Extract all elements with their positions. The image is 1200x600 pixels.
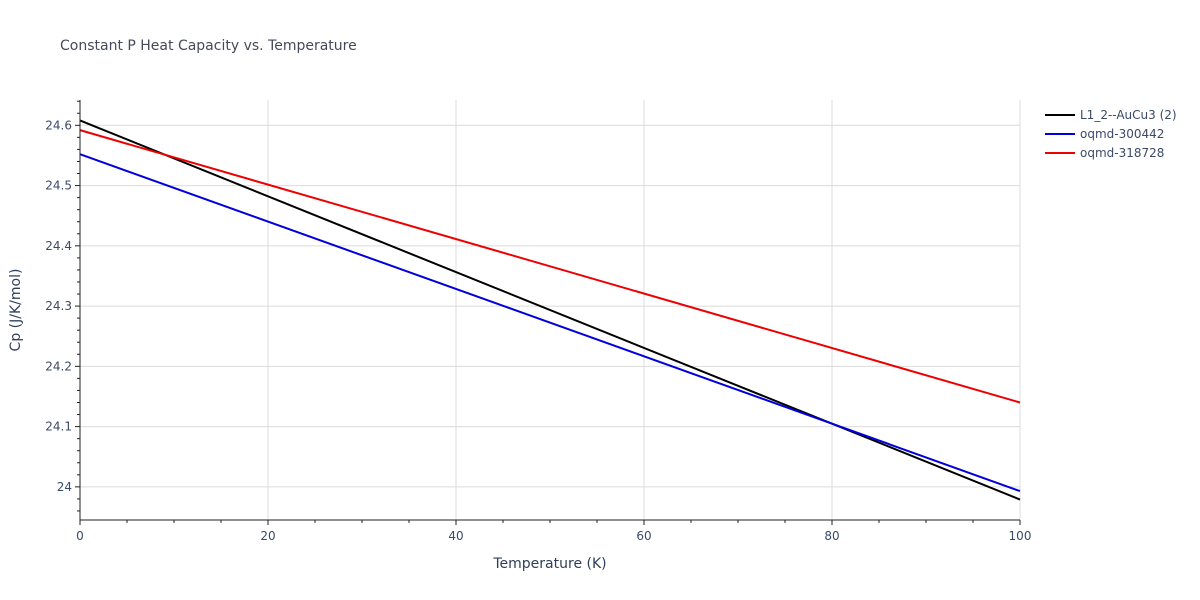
y-axis-title: Cp (J/K/mol): [8, 269, 24, 352]
legend-item[interactable]: oqmd-318728: [1045, 146, 1164, 160]
x-tick-label: 80: [824, 529, 839, 543]
y-tick-label: 24.4: [45, 239, 72, 253]
legend-item[interactable]: oqmd-300442: [1045, 127, 1164, 141]
y-tick-label: 24: [57, 480, 72, 494]
legend-label: L1_2--AuCu3 (2): [1080, 108, 1177, 122]
series-line-oqmd-300442[interactable]: [79, 153, 1021, 493]
legend-label: oqmd-318728: [1080, 146, 1164, 160]
grid: [80, 100, 1021, 520]
axes: 0 20 40 60 80 100 24 24.1 24.2 24.3 24.4 24.5 24.6: [45, 100, 1031, 543]
chart-title: Constant P Heat Capacity vs. Temperature: [60, 38, 357, 54]
x-tick-label: 100: [1009, 529, 1032, 543]
y-tick-label: 24.6: [45, 118, 72, 132]
legend[interactable]: L1_2--AuCu3 (2) oqmd-300442 oqmd-318728: [1045, 108, 1177, 160]
legend-label: oqmd-300442: [1080, 127, 1164, 141]
y-tick-label: 24.5: [45, 179, 72, 193]
y-tick-label: 24.1: [45, 420, 72, 434]
legend-item[interactable]: L1_2--AuCu3 (2): [1045, 108, 1177, 122]
x-tick-label: 0: [76, 529, 84, 543]
plot-area[interactable]: [79, 119, 1021, 501]
y-tick-label: 24.3: [45, 299, 72, 313]
series-line-oqmd-318728[interactable]: [79, 129, 1021, 404]
x-tick-label: 40: [448, 529, 463, 543]
x-axis-title: Temperature (K): [492, 556, 606, 572]
x-tick-label: 60: [636, 529, 651, 543]
y-tick-label: 24.2: [45, 359, 72, 373]
x-tick-label: 20: [260, 529, 275, 543]
series-line-l1-2-aucu3-2-[interactable]: [79, 119, 1021, 501]
